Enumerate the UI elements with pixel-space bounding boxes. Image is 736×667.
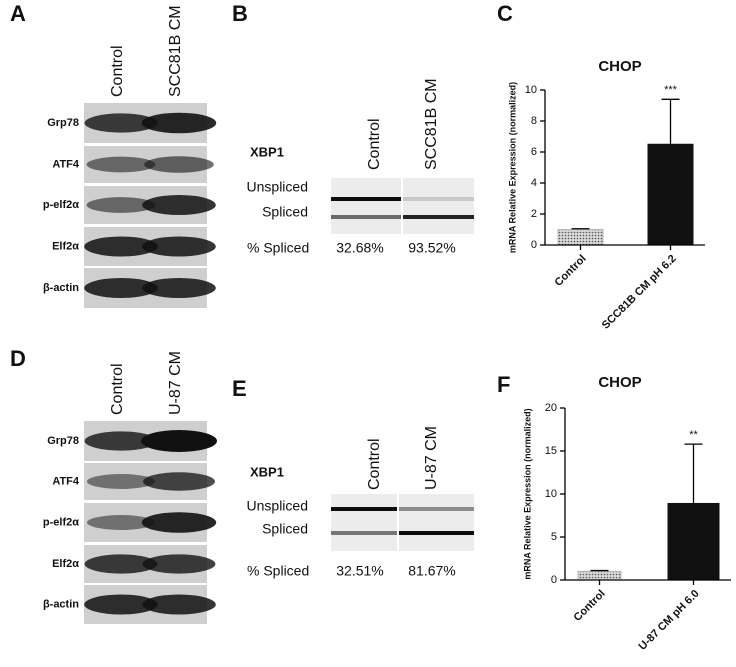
y-axis-label: mRNA Relative Expression (normalized)	[507, 82, 517, 253]
y-tick-label: 20	[545, 402, 557, 414]
x-tick-label: U-87 CM pH 6.0	[637, 588, 702, 653]
lane-header: SCC81B CM	[167, 5, 184, 97]
x-tick-label: Control	[553, 253, 589, 289]
blot-band	[141, 430, 217, 452]
blot-band	[142, 236, 216, 257]
blot-band	[142, 195, 216, 215]
significance: ***	[664, 84, 678, 96]
lane-header: Control	[366, 118, 383, 170]
band-label: Unspliced	[247, 179, 308, 195]
blot-band	[84, 594, 158, 615]
gel-band	[403, 197, 474, 201]
panel-label: A	[10, 1, 26, 26]
y-tick-label: 10	[545, 488, 557, 500]
blot-band	[87, 515, 155, 530]
y-axis-label: mRNA Relative Expression (normalized)	[522, 408, 532, 579]
measure-label: % Spliced	[247, 240, 309, 256]
band-label: Spliced	[262, 521, 308, 537]
y-tick-label: 0	[531, 239, 537, 251]
gel-band	[331, 531, 397, 535]
percent-value: 32.51%	[336, 563, 383, 579]
gel-band	[331, 215, 401, 219]
percent-value: 81.67%	[408, 563, 455, 579]
blot-band	[86, 156, 156, 173]
row-label: p-elf2α	[43, 199, 79, 211]
blot-band	[141, 512, 217, 533]
blot-band	[87, 474, 155, 489]
lane-header: Control	[366, 438, 383, 490]
chart-title: CHOP	[598, 374, 641, 391]
row-label: Elf2α	[52, 240, 79, 252]
lane-header: U-87 CM	[167, 351, 184, 415]
row-label: p-elf2α	[43, 516, 79, 528]
panel-label: E	[232, 376, 247, 401]
y-tick-label: 0	[551, 574, 557, 586]
blot-band	[84, 431, 158, 451]
row-label: Grp78	[47, 117, 79, 129]
bar	[647, 143, 694, 246]
lane-header: Control	[109, 45, 126, 97]
panel-label: D	[10, 346, 26, 371]
bar	[577, 570, 622, 581]
blot-band	[142, 594, 216, 615]
gel-band	[399, 507, 474, 511]
blot-band	[143, 472, 215, 491]
blot-band	[141, 112, 217, 134]
gel-band	[403, 215, 474, 219]
blot-band	[84, 278, 158, 298]
row-label: β-actin	[43, 598, 79, 610]
row-label: ATF4	[52, 158, 80, 170]
y-tick-label: 15	[545, 445, 557, 457]
bar	[557, 229, 604, 246]
bar	[667, 502, 720, 581]
panel-label: F	[497, 372, 510, 397]
gene-label: XBP1	[250, 144, 284, 159]
chart-title: CHOP	[598, 58, 641, 75]
lane-header: SCC81B CM	[423, 78, 440, 170]
y-tick-label: 5	[551, 531, 557, 543]
gel-band	[331, 507, 397, 511]
blot-band	[84, 113, 158, 133]
panel-label: C	[497, 1, 513, 26]
blot-band	[86, 197, 156, 213]
y-tick-label: 6	[531, 146, 537, 158]
blot-band	[84, 236, 158, 257]
band-label: Spliced	[262, 204, 308, 220]
gel-band	[399, 531, 474, 535]
lane-header: Control	[109, 363, 126, 415]
y-tick-label: 8	[531, 115, 537, 127]
row-label: Elf2α	[52, 558, 79, 570]
gene-label: XBP1	[250, 464, 284, 479]
lane-header: U-87 CM	[423, 426, 440, 490]
blot-band	[144, 156, 214, 173]
percent-value: 32.68%	[336, 240, 383, 256]
row-label: Grp78	[47, 435, 79, 447]
row-label: ATF4	[52, 475, 80, 487]
gel	[331, 494, 474, 551]
gel-band	[331, 197, 401, 201]
y-tick-label: 2	[531, 208, 537, 220]
measure-label: % Spliced	[247, 563, 309, 579]
significance: **	[689, 429, 698, 441]
y-tick-label: 10	[525, 84, 537, 96]
row-label: β-actin	[43, 282, 79, 294]
x-tick-label: Control	[572, 588, 608, 624]
blot-band	[142, 554, 216, 574]
y-tick-label: 4	[531, 177, 537, 189]
blot-band	[142, 278, 216, 298]
percent-value: 93.52%	[408, 240, 455, 256]
panel-label: B	[232, 1, 248, 26]
x-tick-label: SCC81B CM pH 6.2	[600, 253, 679, 332]
blot-band	[84, 554, 158, 574]
band-label: Unspliced	[247, 498, 308, 514]
